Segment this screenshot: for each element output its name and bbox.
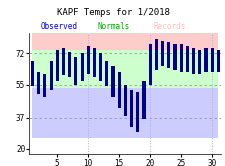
Bar xyxy=(111,66,114,97)
Bar xyxy=(154,39,157,70)
Bar xyxy=(191,48,194,74)
Bar xyxy=(136,92,139,132)
Bar xyxy=(130,90,133,127)
Bar xyxy=(92,48,96,77)
Bar xyxy=(160,41,163,66)
Text: Normals: Normals xyxy=(97,22,129,31)
Bar xyxy=(43,74,46,97)
Bar xyxy=(31,61,34,86)
Bar xyxy=(56,50,59,81)
Bar xyxy=(216,50,219,72)
Text: Observed: Observed xyxy=(40,22,77,31)
Bar xyxy=(204,48,207,72)
Bar xyxy=(86,46,89,74)
Bar xyxy=(148,44,151,85)
Bar xyxy=(99,53,102,81)
Bar xyxy=(49,61,52,90)
Bar xyxy=(68,52,71,77)
Bar xyxy=(210,48,213,72)
Bar xyxy=(74,57,77,85)
Bar xyxy=(80,53,83,81)
Bar xyxy=(185,46,188,72)
Text: Records: Records xyxy=(153,22,185,31)
Bar xyxy=(197,50,200,74)
Bar xyxy=(117,72,120,108)
Bar xyxy=(179,44,182,72)
Bar xyxy=(142,81,145,120)
Bar xyxy=(37,72,40,94)
Bar xyxy=(173,44,176,70)
Bar xyxy=(105,61,108,86)
Text: KAPF Temps for 1/2018: KAPF Temps for 1/2018 xyxy=(56,8,169,17)
Bar xyxy=(123,85,126,116)
Bar xyxy=(62,48,65,75)
Bar xyxy=(166,42,170,68)
